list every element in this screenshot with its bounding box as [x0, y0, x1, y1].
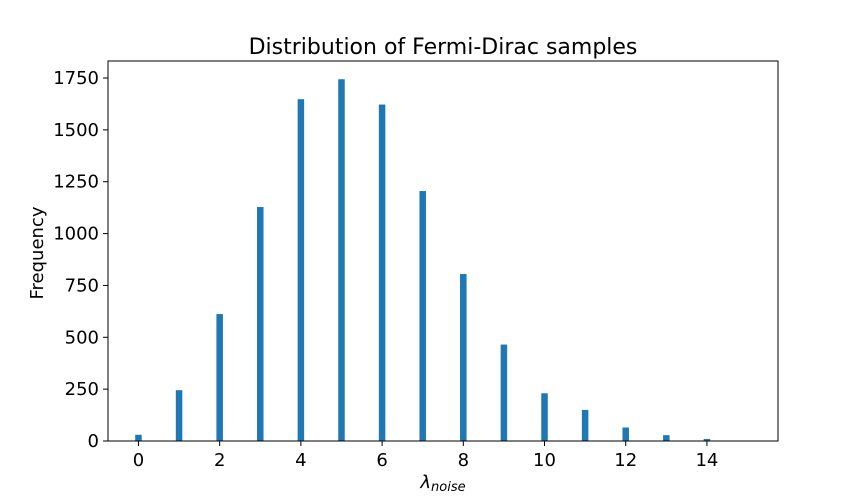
bar-8 [460, 274, 467, 441]
y-tick-label: 250 [65, 379, 99, 400]
x-axis-ticks: 0 2 4 6 8 10 12 14 [133, 441, 718, 471]
bar-6 [378, 104, 386, 441]
bar-14 [703, 438, 711, 441]
plot-frame [107, 60, 779, 442]
x-tick-label: 2 [214, 450, 225, 471]
y-tick-label: 750 [65, 275, 99, 296]
bar-7 [419, 191, 426, 441]
bar-10 [541, 393, 548, 441]
bar-1 [175, 390, 183, 441]
bar-4 [297, 99, 305, 441]
x-axis-label-symbol: λ [419, 472, 431, 493]
y-tick-label: 1500 [53, 120, 99, 141]
x-axis-label: λnoise [419, 472, 465, 495]
bar-2 [216, 314, 223, 441]
y-tick-label: 1750 [53, 68, 99, 89]
y-tick-label: 1250 [53, 172, 99, 193]
x-tick-label: 12 [614, 450, 637, 471]
y-axis-label: Frequency [27, 206, 48, 299]
x-tick-label: 10 [533, 450, 556, 471]
bar-0 [135, 434, 142, 441]
x-tick-label: 8 [458, 450, 469, 471]
bars-group [135, 79, 711, 442]
bar-5 [338, 79, 345, 442]
x-tick-label: 14 [695, 450, 718, 471]
y-tick-label: 500 [65, 327, 99, 348]
x-tick-label: 4 [295, 450, 306, 471]
bar-13 [663, 435, 670, 441]
bar-9 [500, 344, 508, 441]
y-axis-ticks: 0 250 500 750 1000 1250 1500 1750 [53, 68, 108, 452]
y-tick-label: 0 [88, 431, 99, 452]
x-tick-label: 6 [376, 450, 387, 471]
x-axis-label-subscript: noise [431, 480, 466, 495]
y-tick-label: 1000 [53, 224, 99, 245]
chart-title: Distribution of Fermi-Dirac samples [249, 35, 638, 60]
bar-11 [581, 409, 589, 441]
bar-3 [257, 207, 264, 441]
bar-12 [622, 427, 629, 441]
x-tick-label: 0 [133, 450, 144, 471]
